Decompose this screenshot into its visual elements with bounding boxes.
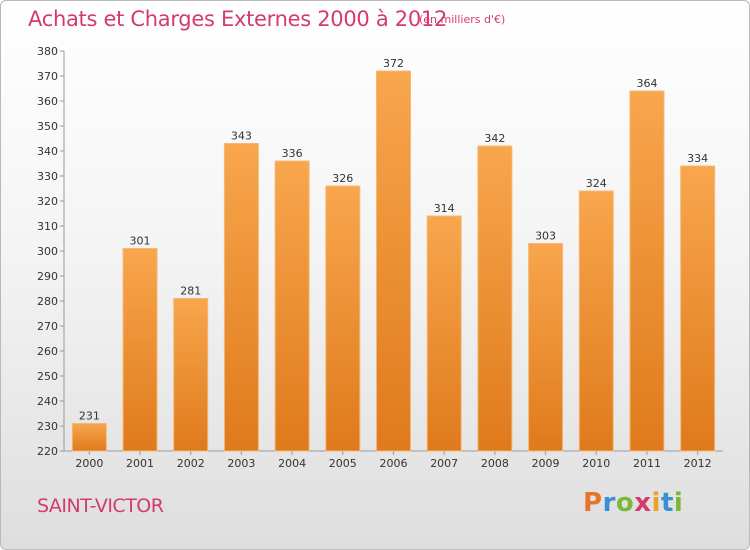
logo-letter: i [673, 488, 684, 518]
y-tick-label: 320 [37, 195, 58, 208]
data-label-2010: 324 [586, 177, 607, 190]
bar-2004 [274, 160, 310, 452]
x-tick-label-2011: 2011 [633, 457, 661, 470]
x-tick-label-2008: 2008 [481, 457, 509, 470]
data-label-2005: 326 [332, 172, 353, 185]
data-label-2011: 364 [636, 77, 657, 90]
data-label-2007: 314 [434, 202, 455, 215]
bar-2007 [426, 215, 462, 452]
y-tick-label: 310 [37, 220, 58, 233]
proxiti-logo: Proxiti [583, 488, 683, 518]
x-tick-label-2006: 2006 [380, 457, 408, 470]
logo-letter: P [583, 488, 603, 518]
x-tick-label-2000: 2000 [75, 457, 103, 470]
y-tick-label: 360 [37, 95, 58, 108]
y-tick-label: 220 [37, 445, 58, 458]
data-label-2003: 343 [231, 130, 252, 143]
x-tick-label-2004: 2004 [278, 457, 306, 470]
logo-letter: t [660, 488, 674, 518]
data-label-2006: 372 [383, 57, 404, 70]
x-tick-label-2001: 2001 [126, 457, 154, 470]
y-tick-label: 330 [37, 170, 58, 183]
data-label-2004: 336 [282, 147, 303, 160]
y-tick-label: 260 [37, 345, 58, 358]
bars [71, 70, 716, 452]
y-tick-label: 380 [37, 45, 58, 58]
y-tick-label: 340 [37, 145, 58, 158]
logo-letter: x [634, 488, 652, 518]
data-labels: 231 301 281 343 336 326 372 314 342 303 324 364 334 [79, 57, 708, 423]
x-tick-label-2009: 2009 [532, 457, 560, 470]
x-tick-label-2007: 2007 [430, 457, 458, 470]
logo-letter: o [615, 488, 635, 518]
y-tick-label: 300 [37, 245, 58, 258]
bar-2006 [376, 70, 411, 452]
bar-2011 [629, 90, 665, 452]
x-tick-label-2012: 2012 [684, 457, 712, 470]
bar-2012 [680, 165, 716, 452]
y-tick-label: 270 [37, 320, 58, 333]
y-tick-label: 250 [37, 370, 58, 383]
bar-2002 [173, 298, 209, 452]
data-label-2002: 281 [180, 285, 201, 298]
x-tick-label-2002: 2002 [177, 457, 205, 470]
data-label-2008: 342 [484, 132, 505, 145]
y-tick-label: 240 [37, 395, 58, 408]
data-label-2001: 301 [130, 235, 151, 248]
bar-2003 [223, 143, 259, 452]
x-tick-label-2003: 2003 [227, 457, 255, 470]
bar-2000 [71, 423, 107, 452]
x-tick-label-2005: 2005 [329, 457, 357, 470]
unit-note: (en milliers d'€) [419, 13, 506, 26]
data-label-2000: 231 [79, 410, 100, 423]
logo-letter: r [602, 488, 616, 518]
bar-2009 [528, 243, 564, 452]
bar-2005 [325, 185, 361, 452]
y-tick-label: 230 [37, 420, 58, 433]
y-tick-label: 350 [37, 120, 58, 133]
commune-name: SAINT-VICTOR [37, 495, 164, 517]
x-tick-label-2010: 2010 [582, 457, 610, 470]
data-label-2009: 303 [535, 230, 556, 243]
y-tick-label: 370 [37, 70, 58, 83]
y-tick-label: 280 [37, 295, 58, 308]
y-tick-label: 290 [37, 270, 58, 283]
bar-2001 [122, 248, 158, 452]
logo-letter: i [651, 488, 661, 518]
axes: 220 230 240 250 260 270 280 290 300 310 320 330 340 3… [37, 45, 723, 470]
bar-2010 [578, 190, 614, 452]
chart-title: Achats et Charges Externes 2000 à 2012 [28, 7, 448, 31]
bar-2008 [477, 145, 513, 452]
data-label-2012: 334 [687, 152, 708, 165]
